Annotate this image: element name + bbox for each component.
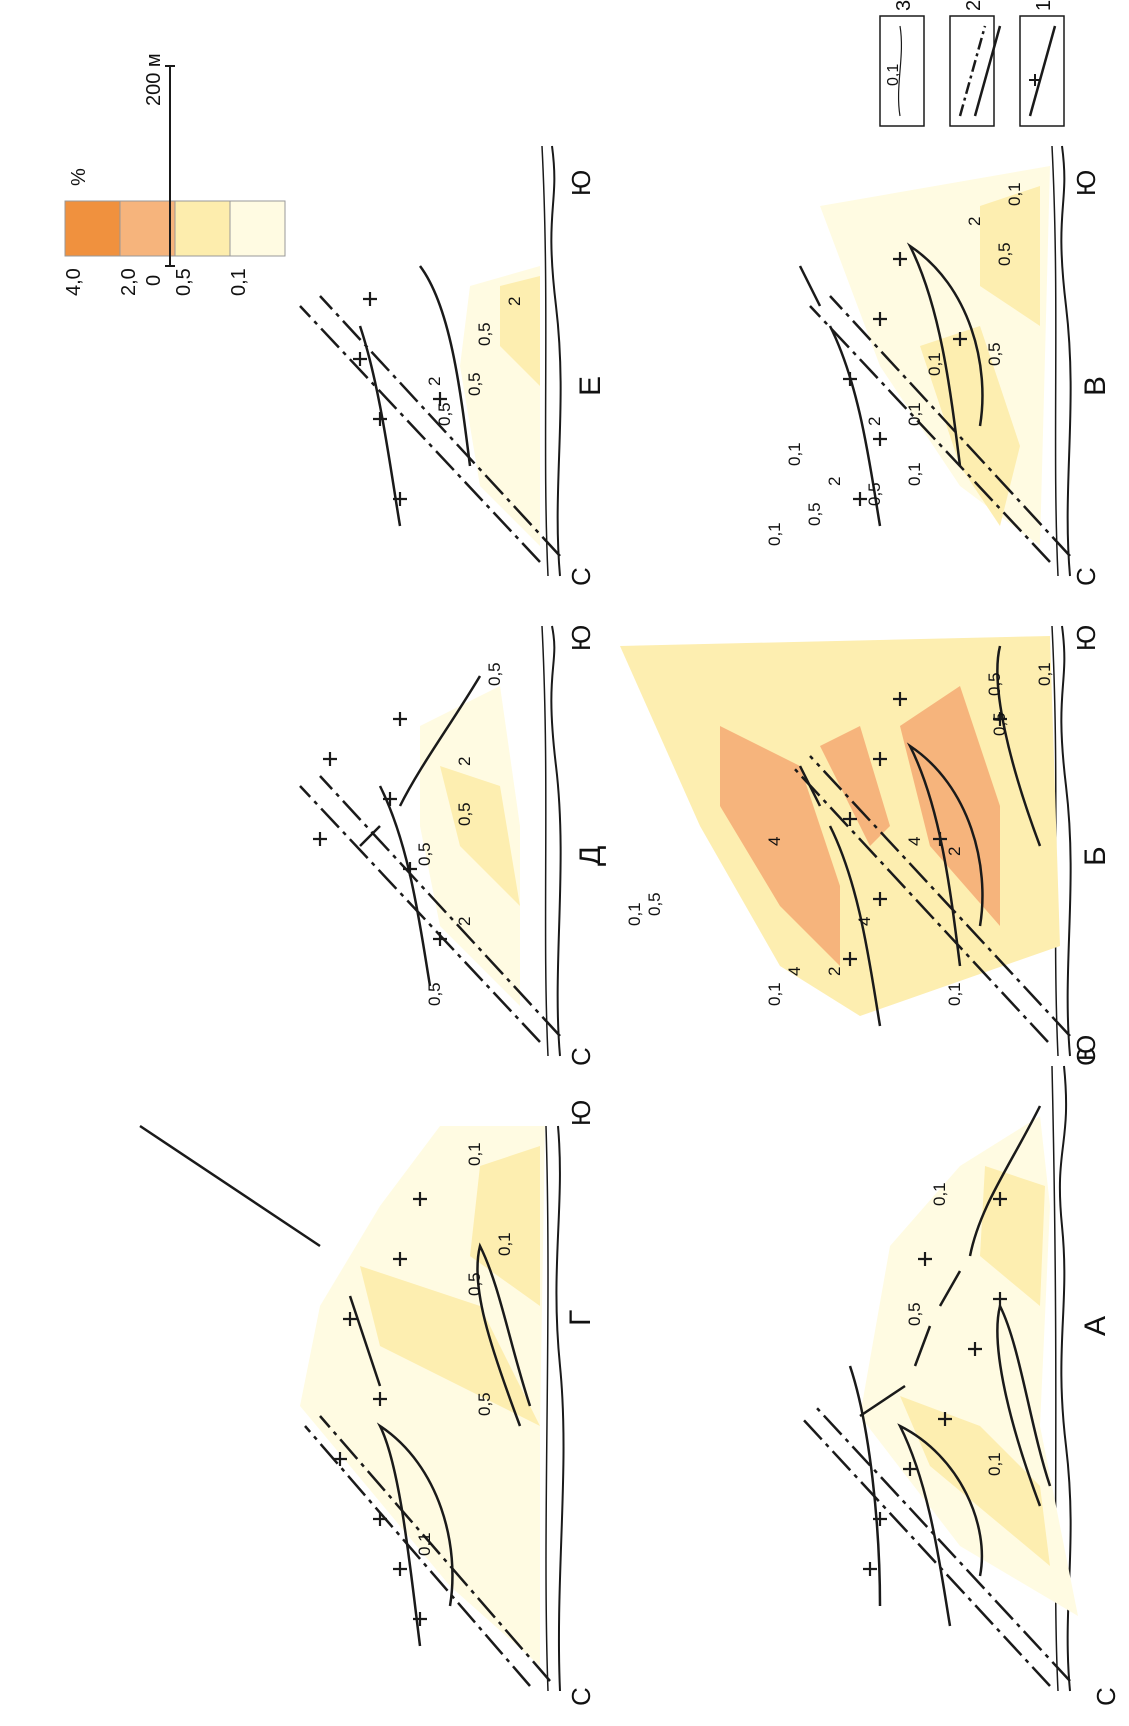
plus-pattern-d (313, 712, 447, 946)
iso-label: 0,5 (465, 372, 484, 396)
iso-label: 2 (865, 417, 884, 426)
legend-item-1: 1 (1019, 0, 1065, 127)
iso-label: 4 (905, 837, 924, 846)
scale-bar: 0 200 м (143, 53, 175, 286)
panel-a-north: С (1091, 1687, 1121, 1706)
panel-d-letter: Д (574, 846, 607, 866)
iso-label: 0,5 (645, 892, 664, 916)
iso-label: 4 (785, 967, 804, 976)
iso-label: 0,5 (985, 672, 1004, 696)
iso-label: 0,1 (905, 402, 924, 426)
legend-class-2 (174, 200, 231, 257)
iso-label: 2 (425, 377, 444, 386)
panel-d-south: Ю (566, 625, 596, 651)
legend: 1 2 0,1 3 0,1 0,5 2,0 4,0 % (63, 0, 1065, 296)
iso-label: 0,1 (930, 1182, 949, 1206)
iso-label: 0,5 (455, 802, 474, 826)
panel-g-letter: Г (564, 1310, 597, 1326)
iso-label: 2 (945, 847, 964, 856)
plus-pattern-b (843, 692, 1007, 966)
iso-label: 0,5 (990, 712, 1009, 736)
iso-label: 0,5 (425, 982, 444, 1006)
iso-label: 0,5 (475, 1392, 494, 1416)
plus-pattern-v (843, 252, 967, 506)
iso-label: 2 (455, 757, 474, 766)
plus-pattern-g (333, 1192, 427, 1626)
legend-num-1: 1 (1033, 0, 1055, 11)
legend-class-4 (64, 200, 121, 257)
iso-label: 0,5 (465, 1272, 484, 1296)
iso-label: 2 (825, 477, 844, 486)
iso-label: 0,1 (945, 982, 964, 1006)
iso-label: 0,1 (495, 1232, 514, 1256)
iso-label: 0,1 (905, 462, 924, 486)
iso-label: 0,5 (435, 402, 454, 426)
legend-item-3: 0,1 3 (879, 0, 925, 127)
panel-v: 0,1 2 0,5 0,5 0,1 0,1 2 0,1 0,5 2 0,5 0,… (765, 145, 1112, 586)
iso-label: 4 (765, 837, 784, 846)
legend-sample-3: 0,1 (885, 64, 902, 86)
iso-label: 0,5 (805, 502, 824, 526)
panel-b-letter: Б (1079, 846, 1112, 866)
panel-a-south: Ю (1071, 1035, 1101, 1061)
panel-e: 2 0,5 2 0,5 0,5 С Ю Е (299, 145, 607, 586)
plus-pattern-e (353, 292, 447, 506)
iso-label: 2 (965, 217, 984, 226)
panel-e-south: Ю (566, 170, 596, 196)
iso-label: 2 (455, 917, 474, 926)
panel-b: 0,1 0,5 0,5 2 4 4 2 4 4 0,5 0,1 0,1 0,1 … (620, 625, 1112, 1066)
panel-b-south: Ю (1071, 625, 1101, 651)
legend-num-3: 3 (893, 0, 915, 11)
legend-num-2: 2 (963, 0, 985, 11)
legend-class-label: 2,0 (118, 268, 140, 296)
iso-label: 0,1 (625, 902, 644, 926)
iso-label: 0,1 (785, 442, 804, 466)
iso-label: 0,1 (985, 1452, 1004, 1476)
iso-label: 0,1 (1035, 662, 1054, 686)
iso-label: 4 (855, 917, 874, 926)
panel-a-letter: А (1079, 1316, 1112, 1336)
panel-v-letter: В (1079, 376, 1112, 396)
panel-g-south: Ю (566, 1100, 596, 1126)
iso-label: 0,1 (1005, 182, 1024, 206)
legend-class-3 (119, 200, 176, 257)
iso-label: 0,1 (765, 982, 784, 1006)
panel-g-north: С (566, 1687, 596, 1706)
iso-label: 0,1 (415, 1532, 434, 1556)
iso-label: 0,5 (415, 842, 434, 866)
scale-length: 200 м (143, 53, 165, 106)
panel-e-north: С (566, 567, 596, 586)
panel-g: 0,1 0,1 0,5 0,5 0,1 С Ю Г (139, 1100, 597, 1706)
iso-label: 0,1 (925, 352, 944, 376)
iso-label: 0,5 (485, 662, 504, 686)
scale-zero: 0 (143, 275, 165, 286)
iso-label: 0,5 (985, 342, 1004, 366)
panel-d-north: С (566, 1047, 596, 1066)
legend-item-2: 2 (949, 0, 1002, 127)
iso-label: 0,1 (765, 522, 784, 546)
panel-d: 0,5 2 0,5 0,5 2 0,5 С Ю Д (299, 625, 607, 1066)
panel-v-north: С (1071, 567, 1101, 586)
iso-label: 2 (825, 967, 844, 976)
legend-class-label: 0,1 (228, 268, 250, 296)
iso-label: 0,5 (995, 242, 1014, 266)
legend-class-label: 4,0 (63, 268, 85, 296)
legend-unit: % (68, 168, 90, 186)
panel-a: 0,5 0,1 0,1 С Ю А (799, 1035, 1121, 1706)
panel-v-south: Ю (1071, 170, 1101, 196)
panel-b-north: С (1071, 1047, 1101, 1066)
iso-label: 0,5 (905, 1302, 924, 1326)
legend-class-1 (229, 200, 286, 257)
iso-label: 0,5 (865, 482, 884, 506)
iso-label: 0,5 (475, 322, 494, 346)
plus-pattern-a (863, 1192, 1007, 1576)
legend-class-label: 0,5 (173, 268, 195, 296)
iso-label: 0,1 (465, 1142, 484, 1166)
iso-label: 2 (505, 297, 524, 306)
panel-e-letter: Е (574, 376, 607, 396)
legend-color-scale: 0,1 0,5 2,0 4,0 % (63, 168, 286, 296)
